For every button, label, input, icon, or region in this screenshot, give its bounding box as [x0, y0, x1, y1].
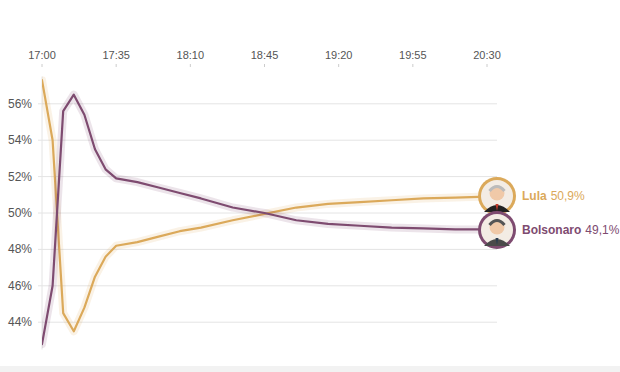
data-label: 49,1%: [585, 223, 619, 237]
line-halo: [42, 80, 487, 331]
portrait-bg: [481, 214, 513, 246]
grid-line: [38, 103, 497, 104]
x-tick: [338, 64, 339, 67]
series-name: Bolsonaro: [522, 223, 581, 237]
x-tick-label: 18:10: [177, 49, 205, 61]
chart: 44% 46% 48% 50% 52% 54% 56% 17:00 17:35 18:10 18:4…: [0, 0, 620, 372]
grid-line: [38, 176, 497, 177]
portrait-face: [490, 186, 505, 201]
x-tick: [116, 64, 117, 67]
series-name: Lula: [522, 189, 547, 203]
plot-area: [42, 80, 487, 344]
portrait-tie: [496, 238, 499, 245]
portrait-body: [484, 239, 510, 246]
y-tick-label: 48%: [8, 242, 32, 256]
y-tick-label: 54%: [8, 133, 32, 147]
x-tick-label: 20:30: [473, 49, 501, 61]
x-tick: [264, 64, 265, 67]
x-tick: [190, 64, 191, 67]
y-tick-label: 56%: [8, 97, 32, 111]
y-tick-label: 44%: [8, 315, 32, 329]
portrait: [478, 177, 516, 215]
portrait-hair: [490, 187, 505, 192]
y-tick-label: 52%: [8, 170, 32, 184]
x-tick: [412, 64, 413, 67]
y-tick-label: 50%: [8, 206, 32, 220]
y-axis-line: [42, 77, 43, 350]
portrait-ring: [478, 211, 516, 249]
series-line: [42, 95, 487, 344]
portrait-tie: [496, 204, 499, 211]
x-tick: [42, 64, 43, 67]
portrait-ring: [478, 177, 516, 215]
portrait-face: [490, 220, 505, 235]
series-line: [42, 80, 487, 331]
x-tick-label: 17:35: [102, 49, 130, 61]
end-label: Bolsonaro 49,1%: [522, 223, 620, 237]
y-tick-label: 46%: [8, 279, 32, 293]
x-tick: [487, 64, 488, 67]
x-tick-label: 18:45: [251, 49, 279, 61]
line-halo: [42, 95, 487, 344]
grid-line: [38, 140, 497, 141]
end-point: [486, 229, 487, 230]
x-tick-label: 17:00: [28, 49, 56, 61]
portrait: [478, 211, 516, 249]
grid-line: [38, 322, 497, 323]
portrait-hair: [490, 221, 505, 226]
x-tick-label: 19:55: [399, 49, 427, 61]
footer-strip: [0, 366, 620, 372]
portrait-body: [484, 205, 510, 212]
end-label: Lula 50,9%: [522, 189, 585, 203]
portrait-bg: [481, 180, 513, 212]
page: {"chart_data": { "type": "line", "x": [1…: [0, 0, 620, 372]
end-point: [486, 196, 487, 197]
grid-line: [38, 285, 497, 286]
data-label: 50,9%: [551, 189, 585, 203]
x-tick-label: 19:20: [325, 49, 353, 61]
